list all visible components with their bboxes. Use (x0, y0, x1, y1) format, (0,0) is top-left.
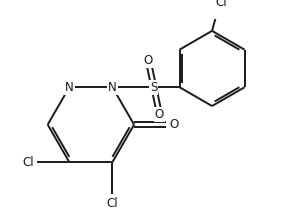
Text: O: O (143, 54, 153, 67)
Text: Cl: Cl (216, 0, 227, 9)
Text: O: O (155, 108, 164, 121)
Text: S: S (150, 81, 158, 94)
Text: Cl: Cl (22, 156, 34, 169)
Text: O: O (170, 118, 179, 131)
Text: N: N (108, 81, 117, 94)
Text: N: N (65, 81, 74, 94)
Text: Cl: Cl (107, 197, 118, 210)
